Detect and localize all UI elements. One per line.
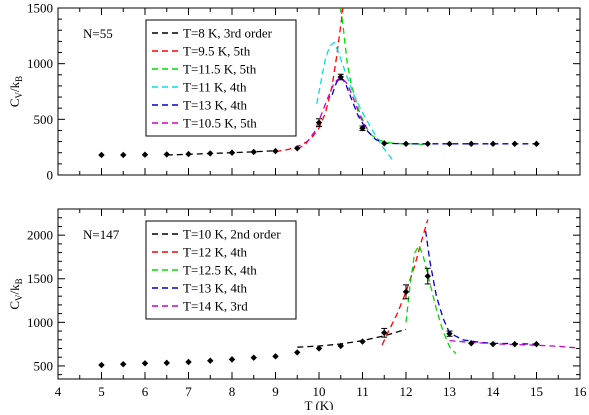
data-point: [446, 330, 453, 337]
data-point: [381, 329, 388, 336]
data-point: [228, 356, 236, 363]
data-point: [120, 360, 127, 368]
legend: T=10 K, 2nd order T=12 K, 4th T=12.5 K, 4t…: [145, 220, 297, 320]
y-axis-label: CV/kB: [7, 278, 24, 309]
data-point: [315, 345, 323, 352]
series-line-3: [405, 244, 457, 355]
panel-annotation: N=147: [83, 227, 120, 242]
data-point: [424, 272, 431, 280]
data-point: [511, 340, 518, 348]
data-point: [511, 140, 518, 148]
data-point: [359, 338, 366, 345]
data-point: [163, 359, 170, 367]
series-line-5: [331, 75, 537, 145]
x-tick-label: 12: [400, 384, 413, 399]
legend-label: T=12 K, 4th: [183, 245, 248, 260]
y-axis-label: CV/kB: [7, 76, 24, 107]
legend-label: T=14 K, 3rd: [183, 299, 248, 314]
data-point: [533, 340, 540, 348]
data-point: [185, 150, 192, 158]
data-point: [337, 73, 344, 81]
x-tick-label: 4: [55, 384, 62, 399]
legend-label: T=10.5 K, 5th: [183, 116, 257, 131]
legend-label: T=11.5 K, 5th: [183, 62, 257, 77]
legend-box: [145, 19, 297, 137]
x-tick-label: 16: [574, 384, 588, 399]
data-point: [272, 353, 279, 360]
series-line-2: [275, 8, 344, 153]
legend-label: T=9.5 K, 5th: [183, 44, 251, 59]
x-tick-label: 9: [272, 384, 279, 399]
data-point: [163, 151, 170, 158]
series-line-6: [296, 76, 368, 150]
x-tick-label: 10: [313, 384, 326, 399]
data-point: [98, 151, 105, 159]
legend-label: T=10 K, 2nd order: [183, 227, 281, 242]
x-tick-label: 11: [356, 384, 369, 399]
data-point: [315, 119, 323, 126]
legend-label: T=13 K, 4th: [183, 281, 248, 296]
x-tick-label: 8: [229, 384, 236, 399]
x-axis-label: T (K): [304, 398, 333, 410]
series-line-1: [166, 150, 276, 156]
data-point: [489, 340, 497, 348]
legend-label: T=12.5 K, 4th: [183, 263, 257, 278]
chart-panel-2: 4 5 6 7 8 9 10 11 12 13 14 15 16 500 1000 1500 2000 CV/kB…: [7, 208, 588, 413]
data-points: [98, 267, 540, 369]
legend-box: [145, 220, 297, 320]
data-point: [359, 125, 366, 132]
data-point: [402, 288, 410, 296]
data-point: [294, 145, 301, 152]
data-point: [98, 361, 105, 369]
x-tick-label: 13: [443, 384, 456, 399]
series-line-4: [316, 41, 394, 161]
data-point: [533, 140, 540, 148]
data-points: [98, 73, 540, 159]
data-point: [337, 342, 344, 350]
data-point: [120, 151, 127, 159]
data-point: [381, 140, 388, 147]
data-point: [141, 151, 149, 158]
x-tick-label: 6: [142, 384, 149, 399]
plot-frame: [57, 208, 581, 380]
x-tick-label: 15: [530, 384, 543, 399]
y-tick-label: 0: [47, 168, 54, 183]
panel-annotation: N=55: [83, 26, 113, 41]
x-tick-label: 7: [185, 384, 192, 399]
chart-panel-1: 0 500 1000 1500 CV/kB N=55 T=8 K, 3rd order T=9…: [7, 1, 581, 183]
data-point: [207, 357, 214, 364]
data-point: [141, 360, 149, 367]
data-point: [250, 354, 257, 361]
legend: T=8 K, 3rd order T=9.5 K, 5th T=11.5 K, 5t…: [145, 19, 297, 137]
data-point: [272, 147, 279, 155]
y-tick-label: 2000: [27, 228, 53, 243]
fit-curves: [297, 219, 580, 355]
data-point: [185, 358, 192, 366]
x-tick-label: 14: [487, 384, 501, 399]
legend-label: T=8 K, 3rd order: [183, 26, 273, 41]
data-point: [294, 349, 301, 356]
series-line-2: [381, 219, 429, 346]
legend-label: T=13 K, 4th: [183, 98, 248, 113]
y-tick-label: 1500: [27, 271, 53, 286]
x-tick-label: 5: [98, 384, 105, 399]
y-tick-label: 1000: [27, 56, 53, 71]
y-tick-label: 1000: [27, 315, 53, 330]
legend-label: T=11 K, 4th: [183, 80, 247, 95]
y-tick-label: 500: [34, 358, 54, 373]
data-point: [402, 140, 410, 148]
y-tick-label: 500: [34, 112, 54, 127]
data-point: [489, 140, 497, 148]
data-point: [228, 149, 236, 156]
series-line-3: [340, 8, 428, 146]
data-point: [446, 140, 453, 148]
data-point: [424, 140, 431, 148]
series-line-1: [297, 328, 407, 348]
data-point: [468, 140, 475, 148]
data-point: [207, 150, 214, 157]
data-point: [250, 148, 257, 156]
data-point: [468, 340, 475, 347]
y-tick-label: 1500: [27, 1, 53, 16]
